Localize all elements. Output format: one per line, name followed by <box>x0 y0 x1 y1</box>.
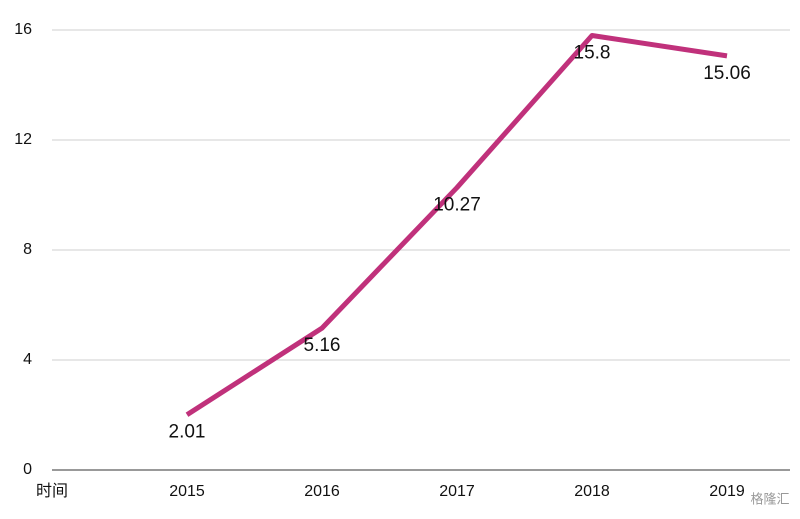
watermark: 格隆汇 <box>750 491 789 506</box>
x-tick-label: 2016 <box>304 483 340 500</box>
data-label: 10.27 <box>433 195 481 216</box>
x-tick-label: 2018 <box>574 483 610 500</box>
data-label: 15.06 <box>703 63 751 84</box>
x-axis-label: 时间 <box>36 482 68 500</box>
x-tick-label: 2015 <box>169 483 205 500</box>
y-tick-label: 0 <box>23 461 32 478</box>
y-tick-label: 16 <box>14 21 32 38</box>
x-tick-label: 2019 <box>709 483 745 500</box>
y-tick-label: 4 <box>23 351 32 368</box>
data-label: 2.01 <box>169 422 206 443</box>
y-tick-label: 8 <box>23 241 32 258</box>
line <box>185 33 728 417</box>
data-label: 15.8 <box>574 43 611 64</box>
data-label: 5.16 <box>304 335 341 356</box>
x-tick-label: 2017 <box>439 483 475 500</box>
y-tick-label: 12 <box>14 131 32 148</box>
